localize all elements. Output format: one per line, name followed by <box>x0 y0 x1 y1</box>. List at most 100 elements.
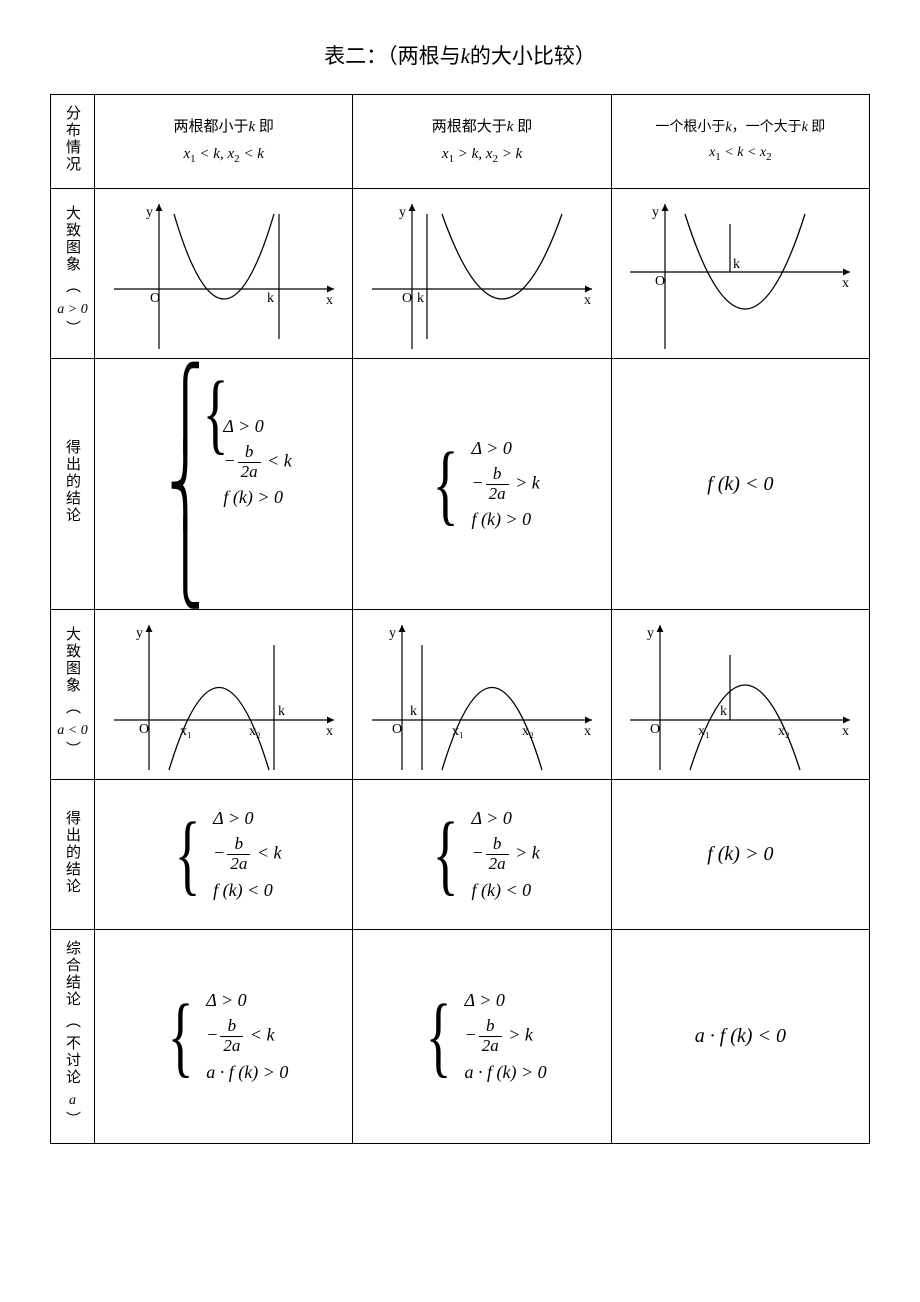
graph-apos-c1: y x O k <box>95 189 353 359</box>
den4: 2a <box>486 855 509 874</box>
graph-aneg-c1: y x O k x₁ x₂ <box>95 610 353 780</box>
graph-aneg-c2: y x O k x₁ x₂ <box>353 610 611 780</box>
parabola-down-k-between: y x O k x₁ x₂ <box>620 615 860 775</box>
c3-title1: 一个根小于 <box>655 120 725 135</box>
svg-text:O: O <box>392 722 402 737</box>
page-title: 表二：（两根与k的大小比较） <box>50 40 870 70</box>
num2: b <box>486 465 509 485</box>
svg-text:y: y <box>647 626 654 641</box>
formula-summary-c1: { Δ > 0 −b2a < k a · f (k) > 0 <box>95 930 353 1144</box>
row-header-graph-apos: 大致图象 （ a > 0 ） <box>51 189 95 359</box>
svg-text:y: y <box>389 626 396 641</box>
svg-text:x: x <box>584 724 591 739</box>
num6: b <box>479 1017 502 1037</box>
svg-text:x₂: x₂ <box>522 724 534 739</box>
svg-text:x: x <box>584 293 591 308</box>
formula-aneg-c1: { Δ > 0 −b2a < k f (k) < 0 <box>95 780 353 930</box>
svg-text:x₂: x₂ <box>778 724 790 739</box>
fklt4: f (k) < 0 <box>471 880 531 901</box>
den2: 2a <box>486 485 509 504</box>
neg2: − <box>471 472 483 492</box>
r6-label-top: 综合结论 <box>62 940 83 1008</box>
fkgt2: f (k) > 0 <box>471 509 531 530</box>
formula-summary-c2: { Δ > 0 −b2a > k a · f (k) > 0 <box>353 930 611 1144</box>
neg6: − <box>465 1025 477 1045</box>
title-k: k <box>461 44 470 68</box>
delta4: Δ > 0 <box>471 808 511 829</box>
parabola-down-k-left: y x O k x₁ x₂ <box>362 615 602 775</box>
parabola-up-k-right: y x O k <box>104 194 344 354</box>
row-header-conclusion-apos: 得出的结论 <box>51 359 95 610</box>
svg-text:O: O <box>150 291 160 306</box>
vlt3: < k <box>257 843 282 863</box>
svg-text:O: O <box>139 722 149 737</box>
row-header-graph-aneg: 大致图象 （ a < 0 ） <box>51 610 95 780</box>
c3-mid: ，一个大于 <box>732 120 802 135</box>
c1-title1: 两根都小于 <box>173 119 248 135</box>
svg-text:k: k <box>733 257 740 272</box>
svg-text:x: x <box>326 293 333 308</box>
title-prefix: 表二：（两根与 <box>324 44 461 68</box>
afklt-single: a · f (k) < 0 <box>618 1025 863 1048</box>
svg-text:x₂: x₂ <box>249 724 261 739</box>
num4: b <box>486 835 509 855</box>
formula-apos-c1: ⎧⎨⎩ { Δ > 0 −b2a < k f (k) > 0 <box>95 359 353 610</box>
delta: Δ > 0 <box>223 416 263 437</box>
cell-dist-c2: 两根都大于k 即 x1 > k, x2 > k <box>353 95 611 189</box>
den6: 2a <box>479 1037 502 1056</box>
vlt5: < k <box>250 1025 275 1045</box>
r2-cond: a > 0 <box>57 302 88 318</box>
svg-text:x₁: x₁ <box>698 724 710 739</box>
row-header-label: 分布情况 <box>62 105 83 173</box>
fkgt: f (k) > 0 <box>223 487 283 508</box>
c3-title2: 即 <box>808 120 826 135</box>
parabola-up-k-left: y x O k <box>362 194 602 354</box>
svg-text:k: k <box>410 704 417 719</box>
svg-text:O: O <box>655 274 665 289</box>
r6-label-a: a <box>57 1093 88 1109</box>
formula-summary-c3: a · f (k) < 0 <box>611 930 869 1144</box>
formula-aneg-c3: f (k) > 0 <box>611 780 869 930</box>
r6-label-mid: 不讨论 <box>62 1035 83 1086</box>
delta5: Δ > 0 <box>206 990 246 1011</box>
delta3: Δ > 0 <box>213 808 253 829</box>
svg-text:y: y <box>652 205 659 220</box>
row-header-summary: 综合结论 （ 不讨论 a ） <box>51 930 95 1144</box>
r2-label-top: 大致图象 <box>62 205 83 273</box>
graph-apos-c2: y x O k <box>353 189 611 359</box>
svg-text:y: y <box>146 205 153 220</box>
r4-cond: a < 0 <box>57 723 88 739</box>
title-suffix: 的大小比较） <box>470 44 596 68</box>
cell-dist-c3: 一个根小于k，一个大于k 即 x1 < k < x2 <box>611 95 869 189</box>
svg-text:k: k <box>278 704 285 719</box>
formula-apos-c2: { Δ > 0 −b2a > k f (k) > 0 <box>353 359 611 610</box>
formula-apos-c3: f (k) < 0 <box>611 359 869 610</box>
parabola-up-k-between: y x O k <box>620 194 860 354</box>
vgt6: > k <box>508 1025 533 1045</box>
afkgt5: a · f (k) > 0 <box>206 1062 288 1083</box>
afkgt6: a · f (k) > 0 <box>465 1062 547 1083</box>
svg-text:k: k <box>267 291 274 306</box>
num: b <box>238 443 261 463</box>
den3: 2a <box>227 855 250 874</box>
vgt4: > k <box>515 843 540 863</box>
fklt-single: f (k) < 0 <box>618 473 863 496</box>
svg-text:k: k <box>720 704 727 719</box>
formula-aneg-c2: { Δ > 0 −b2a > k f (k) < 0 <box>353 780 611 930</box>
svg-text:x₁: x₁ <box>452 724 464 739</box>
cell-dist-c1: 两根都小于k 即 x1 < k, x2 < k <box>95 95 353 189</box>
graph-aneg-c3: y x O k x₁ x₂ <box>611 610 869 780</box>
svg-text:O: O <box>650 722 660 737</box>
graph-apos-c3: y x O k <box>611 189 869 359</box>
delta6: Δ > 0 <box>465 990 505 1011</box>
svg-text:O: O <box>402 291 412 306</box>
svg-text:x: x <box>326 724 333 739</box>
r3-label: 得出的结论 <box>62 439 83 524</box>
main-table: 分布情况 两根都小于k 即 x1 < k, x2 < k 两根都大于k 即 x1… <box>50 94 870 1144</box>
svg-text:x: x <box>842 724 849 739</box>
c2-title2: 即 <box>513 119 532 135</box>
svg-text:y: y <box>136 626 143 641</box>
fkgt-single: f (k) > 0 <box>618 843 863 866</box>
svg-text:k: k <box>417 291 424 306</box>
fklt3: f (k) < 0 <box>213 880 273 901</box>
